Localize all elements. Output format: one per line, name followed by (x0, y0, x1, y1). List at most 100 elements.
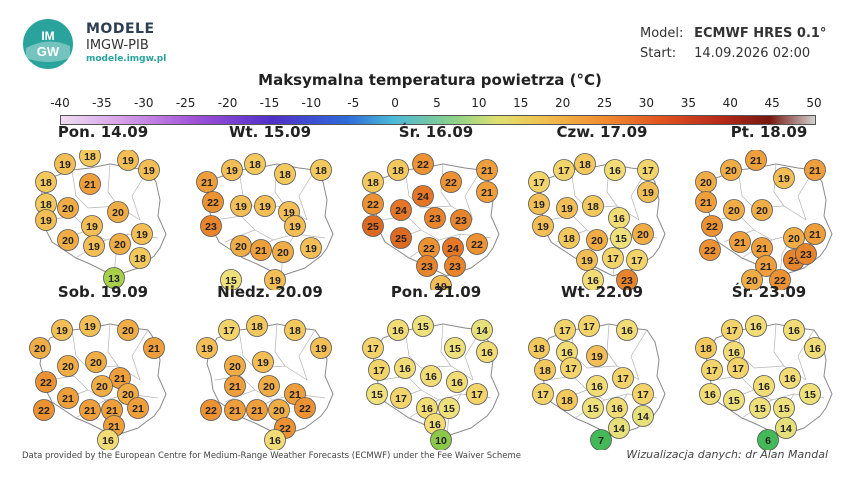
temperature-marker: 18 (79, 150, 101, 167)
temperature-marker: 15 (723, 389, 745, 411)
temperature-value: 15 (615, 233, 627, 245)
temperature-value: 19 (305, 243, 317, 255)
temperature-dot (558, 227, 580, 249)
temperature-dot (556, 389, 578, 411)
forecast-day-panel: Czw. 17.09 18 17 17 16 17 19 19 18 16 19 19 18 20 15 20… (527, 123, 677, 290)
temperature-value: 20 (62, 235, 74, 247)
temperature-marker: 19 (252, 351, 274, 373)
temperature-dot (637, 159, 659, 181)
temperature-dot (471, 319, 493, 341)
temperature-marker: 15 (366, 383, 388, 405)
temperature-value: 18 (533, 343, 545, 355)
temperature-value: 21 (106, 405, 118, 417)
temperature-value: 15 (778, 403, 790, 415)
temperature-value: 19 (226, 165, 238, 177)
temperature-dot (745, 150, 767, 171)
region-border (737, 169, 755, 209)
temperature-value: 21 (62, 393, 74, 405)
temperature-marker: 19 (230, 195, 252, 217)
temperature-value: 16 (102, 435, 114, 447)
temperature-marker: 19 (264, 269, 286, 290)
temperature-marker: 22 (769, 269, 791, 290)
temperature-value: 16 (591, 381, 603, 393)
visualization-credit: Wizualizacja danych: dr Alan Mandal (626, 448, 828, 461)
temperature-value: 20 (96, 381, 108, 393)
temperature-dot (79, 315, 101, 337)
temperature-value: 16 (621, 325, 633, 337)
temperature-dot (720, 159, 742, 181)
temperature-value: 22 (38, 405, 50, 417)
region-border (274, 323, 286, 367)
temperature-dot (438, 397, 460, 419)
color-scale: -40 -35 -30 -25 -20 -15 -10 -5 0 5 10 15 20 25 30 35 40 4… (40, 96, 830, 126)
temperature-dot (29, 337, 51, 359)
temperature-marker: 19 (138, 159, 160, 181)
temperature-marker: 20 (230, 235, 252, 257)
temperature-value: 19 (235, 201, 247, 213)
temperature-dot (632, 223, 654, 245)
forecast-day-panel: Pon. 14.09 19 18 19 18 21 19 18 20 19 19 20 19 20 19 20… (28, 123, 178, 290)
temperature-value: 19 (56, 325, 68, 337)
region-border (464, 169, 482, 221)
temperature-value: 18 (279, 169, 291, 181)
scale-tick-label: -35 (92, 96, 112, 110)
temperature-dot (79, 173, 101, 195)
temperature-marker: 14 (608, 417, 630, 439)
temperature-marker: 20 (632, 223, 654, 245)
temperature-dot (604, 159, 626, 181)
temperature-value: 24 (447, 243, 459, 255)
temperature-dot (745, 315, 767, 337)
temperature-value: 19 (283, 207, 295, 219)
logo-url-link[interactable]: modele.imgw.pl (86, 54, 167, 64)
temperature-value: 15 (449, 343, 461, 355)
temperature-marker: 20 (91, 375, 113, 397)
temperature-value: 13 (108, 273, 120, 285)
temperature-value: 20 (34, 343, 46, 355)
temperature-dot (699, 383, 721, 405)
temperature-value: 17 (471, 389, 483, 401)
temperature-marker: 15 (773, 397, 795, 419)
temperature-marker: 21 (196, 171, 218, 193)
temperature-marker: 25 (362, 215, 384, 237)
temperature-dot (466, 233, 488, 255)
temperature-value: 21 (481, 187, 493, 199)
temperature-marker: 18 (274, 163, 296, 185)
scale-tick-label: -10 (301, 96, 322, 110)
scale-tick-label: 10 (471, 96, 487, 110)
temperature-value: 17 (559, 325, 571, 337)
temperature-value: 17 (533, 177, 545, 189)
temperature-dot (97, 429, 119, 450)
temperature-dot (129, 247, 151, 269)
temperature-value: 15 (443, 403, 455, 415)
temperature-dot (412, 153, 434, 175)
temperature-value: 23 (455, 215, 467, 227)
logo-text-block: MODELE IMGW-PIB modele.imgw.pl (86, 22, 166, 64)
temperature-value: 17 (537, 389, 549, 401)
temperature-dot (117, 150, 139, 171)
logo-subtitle: IMGW-PIB (86, 38, 149, 53)
temperature-marker: 16 (476, 341, 498, 363)
temperature-marker: 16 (699, 383, 721, 405)
temperature-dot (632, 405, 654, 427)
temperature-marker: 20 (751, 199, 773, 221)
temperature-marker: 17 (218, 319, 240, 341)
temperature-value: 22 (471, 239, 483, 251)
temperature-marker: 20 (109, 233, 131, 255)
temperature-dot (412, 315, 434, 337)
country-outline (206, 163, 334, 277)
temperature-dot (753, 375, 775, 397)
temperature-marker: 22 (294, 397, 316, 419)
temperature-marker: 21 (246, 399, 268, 421)
temperature-dot (83, 235, 105, 257)
temperature-marker: 24 (412, 185, 434, 207)
temperature-marker: 16 (582, 269, 604, 290)
temperature-dot (701, 359, 723, 381)
temperature-marker: 10 (430, 429, 452, 450)
temperature-marker: 19 (310, 337, 332, 359)
scale-tick-label: 15 (513, 96, 529, 110)
temperature-dot (107, 201, 129, 223)
temperature-marker: 14 (471, 319, 493, 341)
temperature-value: 14 (780, 423, 792, 435)
temperature-value: 15 (728, 395, 740, 407)
temperature-dot (775, 417, 797, 439)
